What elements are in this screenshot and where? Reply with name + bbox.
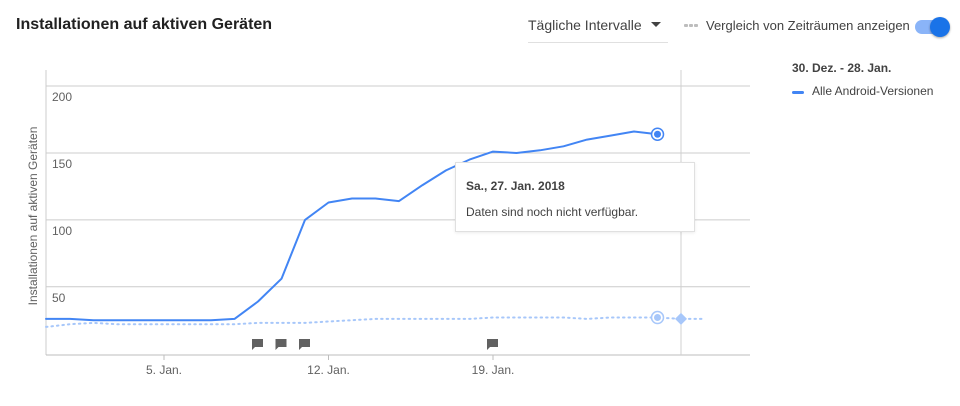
chart-tooltip: Sa., 27. Jan. 2018 Daten sind noch nicht… — [455, 162, 695, 232]
comparison-cursor-diamond — [675, 312, 687, 325]
comparison-point-marker — [654, 314, 661, 322]
y-axis-title: Installationen auf aktiven Geräten — [26, 127, 40, 306]
flag-icon — [252, 339, 263, 350]
legend-swatch — [792, 91, 804, 94]
y-tick-label: 200 — [52, 90, 72, 104]
flag-icon — [487, 339, 498, 350]
card-title: Installationen auf aktiven Geräten — [16, 16, 273, 33]
toggle-knob[interactable] — [930, 17, 950, 37]
tooltip-date: Sa., 27. Jan. 2018 — [466, 179, 565, 193]
flag-icon — [299, 339, 310, 350]
annotation-flags — [252, 339, 498, 350]
flag-icon — [275, 339, 287, 350]
chevron-down-icon — [651, 22, 661, 27]
comparison-series-line — [45, 316, 706, 328]
chart-markers — [650, 127, 687, 325]
chart-series — [45, 130, 706, 328]
x-tick-label: 12. Jan. — [307, 363, 350, 377]
compare-periods-toggle[interactable] — [915, 17, 951, 37]
y-tick-label: 50 — [52, 291, 66, 305]
legend-date-range: 30. Dez. - 28. Jan. — [792, 61, 892, 75]
y-tick-label: 150 — [52, 157, 72, 171]
axis-ticks: 50 100 150 200 5. Jan. 12. Jan. 19. Jan. — [52, 90, 514, 377]
y-tick-label: 100 — [52, 224, 72, 238]
primary-point-marker — [654, 130, 661, 138]
interval-dropdown[interactable]: Tägliche Intervalle — [528, 14, 668, 43]
primary-series-line — [45, 130, 659, 322]
dashed-line-icon — [684, 24, 698, 27]
legend-item-label: Alle Android-Versionen — [812, 84, 934, 98]
x-tick-label: 19. Jan. — [472, 363, 515, 377]
compare-periods-label: Vergleich von Zeiträumen anzeigen — [706, 18, 910, 33]
interval-dropdown-label: Tägliche Intervalle — [528, 17, 642, 33]
tooltip-message: Daten sind noch nicht verfügbar. — [466, 205, 639, 219]
x-tick-label: 5. Jan. — [146, 363, 182, 377]
